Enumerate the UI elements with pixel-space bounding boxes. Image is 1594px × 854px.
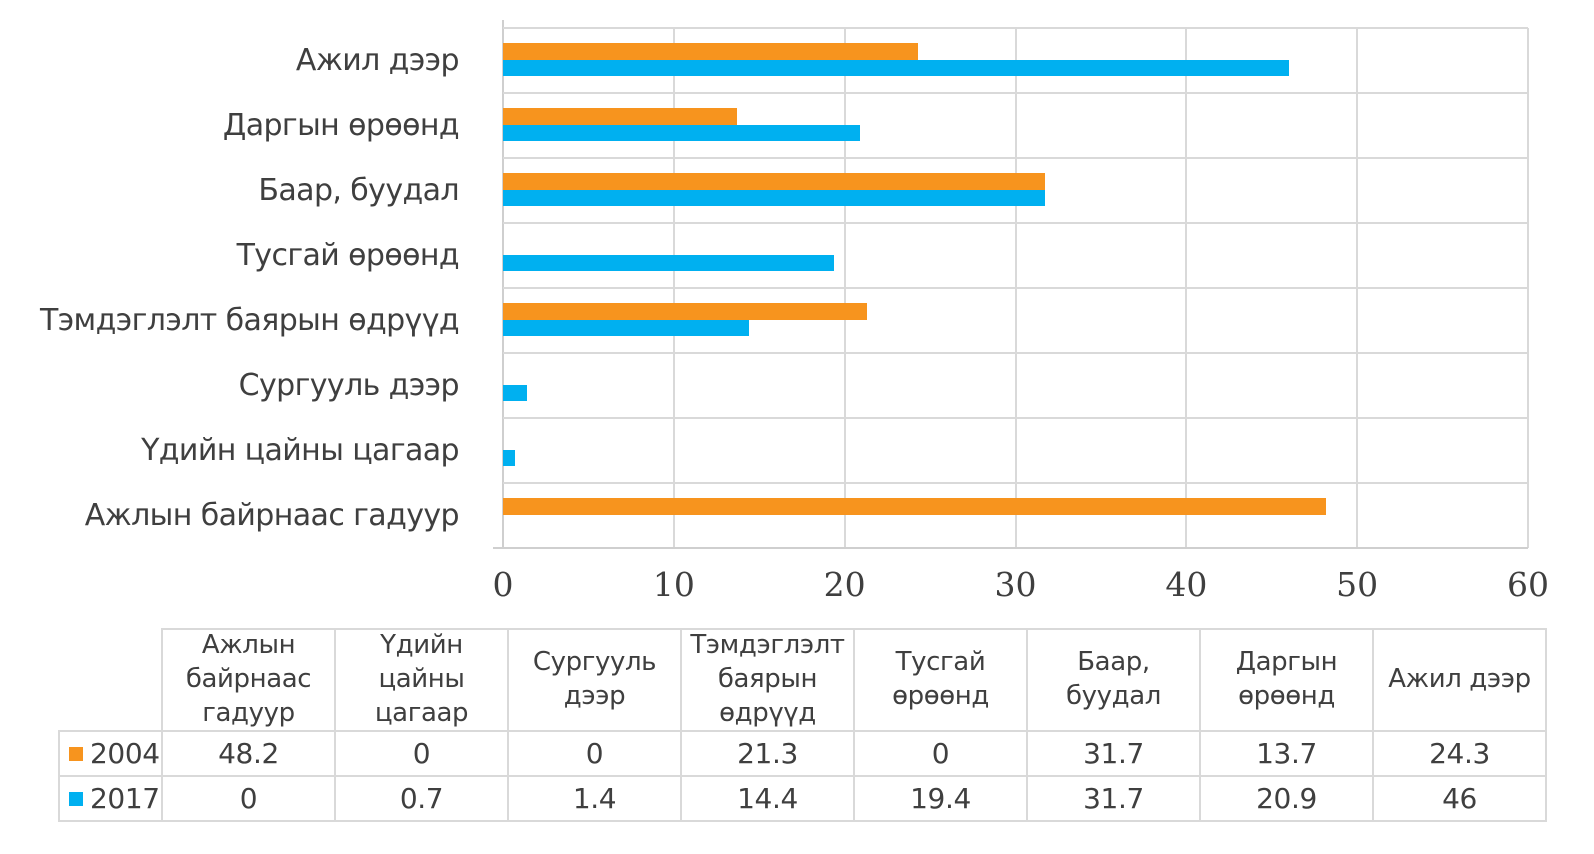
table-value-cell: 19.4	[855, 777, 1028, 822]
table-value-cell: 0.7	[336, 777, 509, 822]
table-corner-cell	[58, 628, 163, 732]
bar-2004	[503, 43, 919, 60]
x-tick-label: 0	[492, 565, 514, 604]
category-label: Тэмдэглэлт баярын өдрүүд	[39, 303, 460, 338]
bar-2017	[503, 320, 749, 336]
bar-2004	[503, 303, 867, 320]
table-value-cell: 14.4	[682, 777, 855, 822]
gridline	[503, 157, 1528, 159]
bar-2017	[503, 385, 527, 401]
table-header-cell: Даргын өрөөнд	[1201, 628, 1374, 732]
x-tick-label: 30	[994, 565, 1037, 604]
table-value-cell: 0	[163, 777, 336, 822]
bar-2017	[503, 125, 861, 141]
x-tick-label: 40	[1165, 565, 1208, 604]
table-legend-cell-2017: 2017	[58, 777, 163, 822]
category-label: Үдийн цайны цагаар	[141, 433, 460, 468]
table-value-cell: 0	[855, 732, 1028, 777]
bar-chart: Ажил дээр Даргын өрөөнд Баар, буудал Тусгай…	[39, 20, 1549, 604]
x-tick-label: 10	[652, 565, 695, 604]
table-value-cell: 31.7	[1028, 732, 1201, 777]
gridline	[503, 27, 1528, 29]
table-header-cell: Баар, буудал	[1028, 628, 1201, 732]
x-tick-label: 60	[1507, 565, 1549, 604]
value-axis-zero-line	[502, 20, 504, 548]
legend-year-label: 2017	[90, 782, 160, 815]
gridline	[503, 352, 1528, 354]
table-header-cell: Тусгай өрөөнд	[855, 628, 1028, 732]
bar-2004	[503, 108, 738, 125]
bar-2017	[503, 255, 835, 271]
table-legend-cell-2004: 2004	[58, 732, 163, 777]
table-value-cell: 46	[1374, 777, 1547, 822]
table-header-cell: Сургууль дээр	[509, 628, 682, 732]
category-label: Даргын өрөөнд	[222, 108, 460, 143]
gridline	[1527, 28, 1529, 548]
gridline	[503, 417, 1528, 419]
x-tick-label: 50	[1336, 565, 1379, 604]
bar-2017	[503, 450, 515, 466]
legend-year-label: 2004	[90, 737, 160, 770]
category-label: Ажил дээр	[295, 43, 460, 78]
table-value-cell: 0	[336, 732, 509, 777]
table-value-cell: 48.2	[163, 732, 336, 777]
category-axis-line	[493, 547, 1528, 549]
table-value-cell: 24.3	[1374, 732, 1547, 777]
table-header-cell: Ажлын байрнаас гадуур	[163, 628, 336, 732]
gridline	[503, 287, 1528, 289]
category-label: Ажлын байрнаас гадуур	[84, 498, 460, 533]
category-label: Тусгай өрөөнд	[236, 238, 460, 273]
table-value-cell: 0	[509, 732, 682, 777]
legend-swatch-2004	[69, 746, 83, 761]
table-value-cell: 31.7	[1028, 777, 1201, 822]
x-tick-label: 20	[823, 565, 866, 604]
bar-2017	[503, 190, 1045, 206]
gridline	[503, 92, 1528, 94]
legend-swatch-2017	[69, 791, 83, 806]
bar-2004	[503, 173, 1045, 190]
data-table: Ажлын байрнаас гадуур Үдийн цайны цагаар С…	[58, 628, 1547, 822]
table-header-cell: Ажил дээр	[1374, 628, 1547, 732]
table-header-cell: Тэмдэглэлт баярын өдрүүд	[682, 628, 855, 732]
table-header-cell: Үдийн цайны цагаар	[336, 628, 509, 732]
category-label: Сургууль дээр	[238, 368, 460, 403]
gridline	[503, 482, 1528, 484]
bar-2017	[503, 60, 1289, 76]
category-label: Баар, буудал	[258, 173, 459, 208]
table-value-cell: 1.4	[509, 777, 682, 822]
table-value-cell: 21.3	[682, 732, 855, 777]
gridline	[503, 222, 1528, 224]
table-value-cell: 20.9	[1201, 777, 1374, 822]
table-value-cell: 13.7	[1201, 732, 1374, 777]
bar-2004	[503, 498, 1327, 515]
